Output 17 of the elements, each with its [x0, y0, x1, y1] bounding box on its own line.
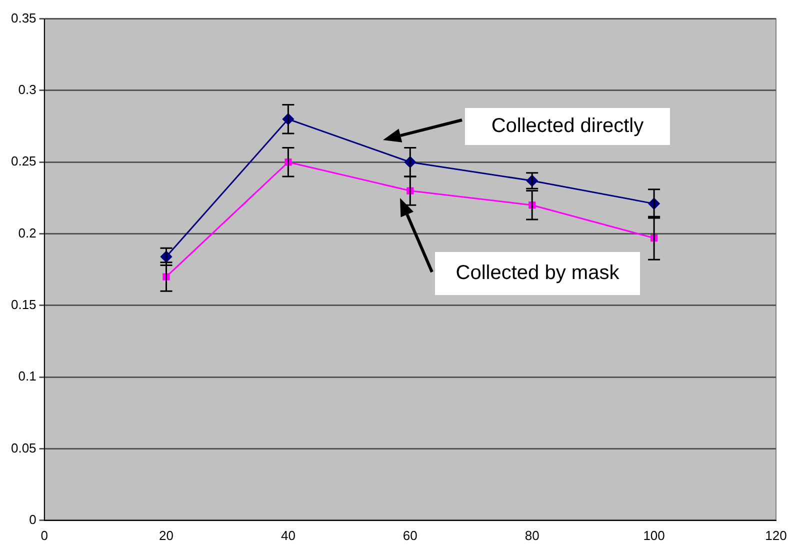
x-tick-label: 80: [524, 528, 540, 543]
y-tick-label: 0.35: [10, 10, 36, 26]
x-tick-label: 20: [159, 528, 174, 543]
y-tick-label: 0.15: [10, 297, 36, 312]
y-tick-label: 0: [29, 512, 36, 527]
annotation: Collected directly: [465, 108, 670, 145]
x-tick-label: 0: [40, 528, 48, 543]
y-tick-label: 0.3: [18, 82, 36, 98]
annotation: Collected by mask: [435, 252, 640, 295]
y-tick-label: 0.2: [18, 225, 36, 240]
y-tick-label: 0.1: [18, 368, 36, 384]
y-tick-label: 0.05: [10, 440, 36, 456]
x-tick-label: 40: [280, 528, 296, 543]
x-tick-label: 60: [402, 528, 418, 543]
x-tick-label: 120: [765, 528, 787, 543]
x-tick-label: 100: [643, 528, 665, 543]
y-tick-label: 0.25: [10, 154, 36, 169]
